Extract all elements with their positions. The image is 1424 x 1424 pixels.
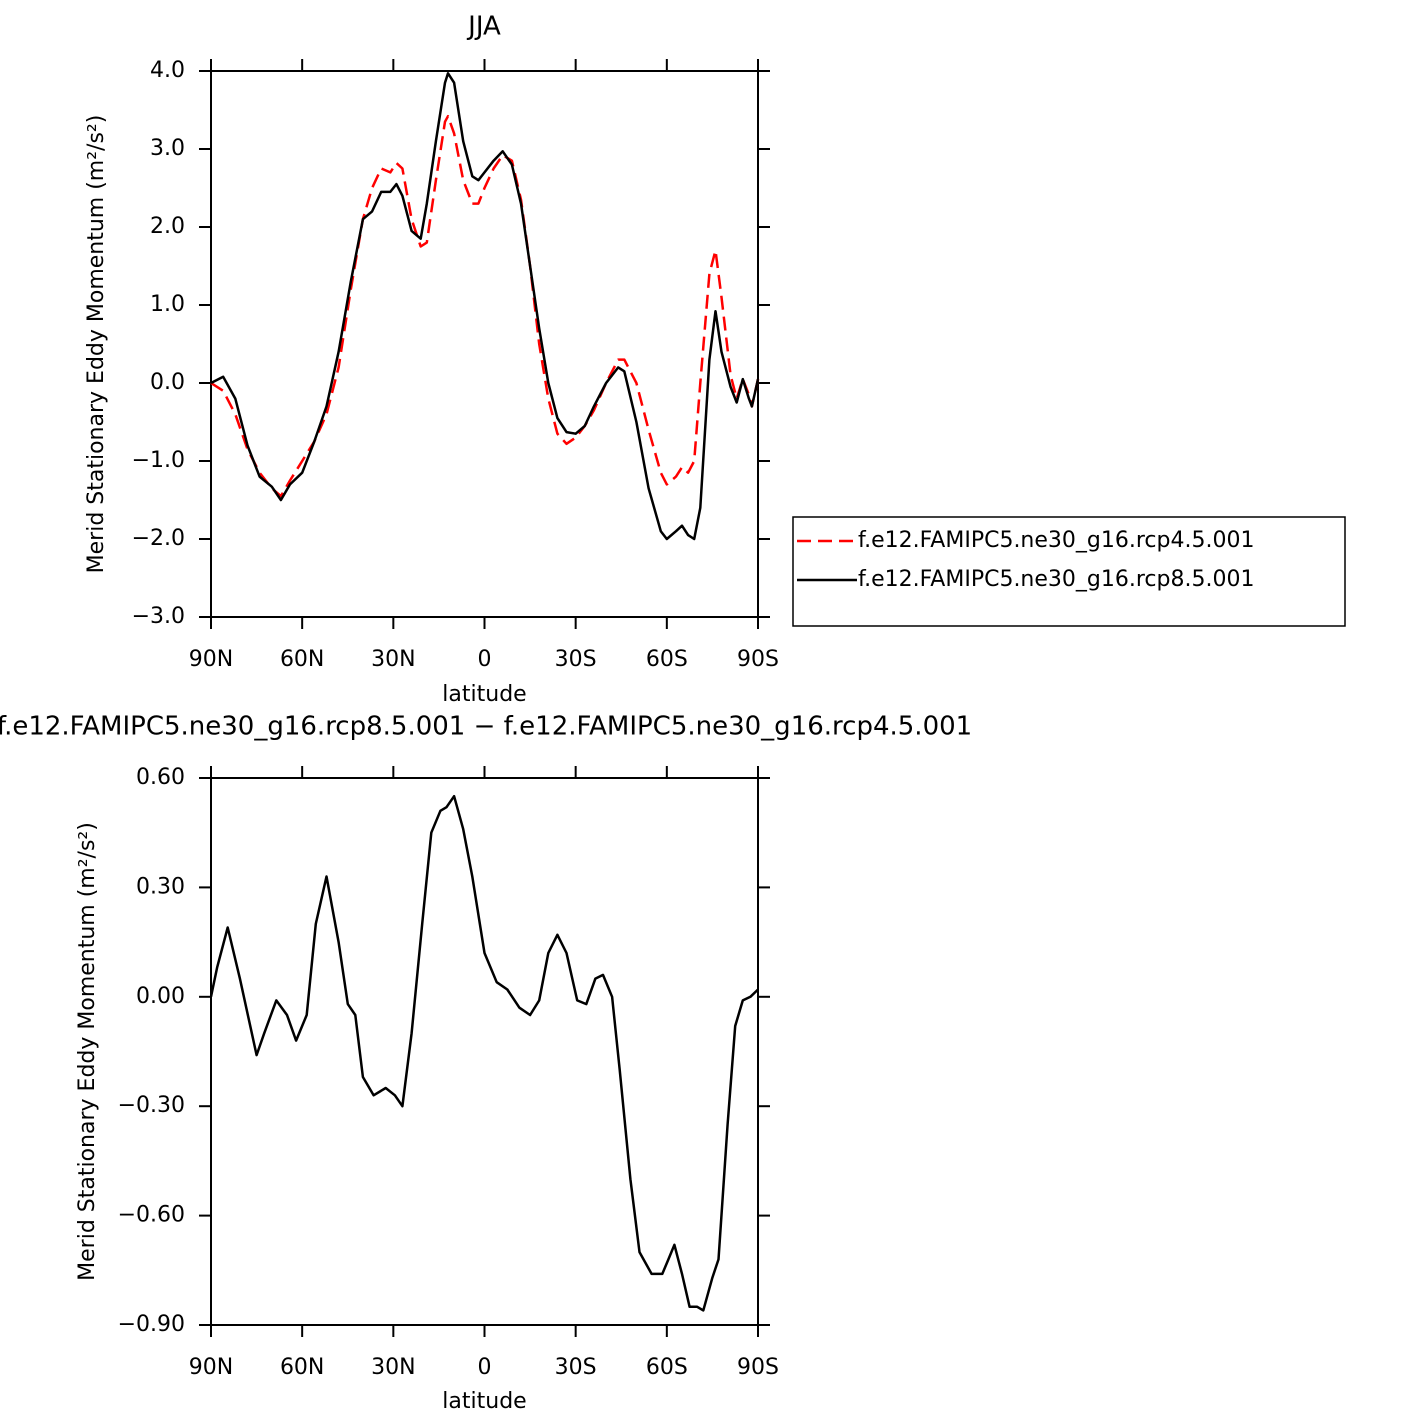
x-tick-label: 0 (478, 1355, 492, 1380)
x-tick-label: 90N (189, 1355, 233, 1380)
y-tick-label: 0.30 (136, 874, 185, 899)
y-tick-label: 1.0 (150, 292, 185, 317)
plot-frame (210, 777, 759, 1326)
x-axis-label: latitude (442, 682, 526, 707)
x-tick-label: 60S (646, 647, 688, 672)
x-tick-label: 30N (371, 647, 415, 672)
legend-label: f.e12.FAMIPC5.ne30_g16.rcp4.5.001 (858, 528, 1254, 553)
y-tick-label: 0.00 (136, 984, 185, 1009)
y-tick-label: −2.0 (132, 526, 185, 551)
data-line (210, 114, 760, 498)
x-tick-label: 90N (189, 647, 233, 672)
x-axis-label: latitude (442, 1389, 526, 1414)
y-tick-label: 2.0 (150, 214, 185, 239)
x-tick-label: 30S (555, 647, 597, 672)
x-tick-label: 30N (371, 1355, 415, 1380)
legend-box (792, 516, 1346, 627)
chart-title: f.e12.FAMIPC5.ne30_g16.rcp8.5.001 − f.e1… (0, 712, 972, 742)
y-tick-label: −0.90 (118, 1312, 185, 1337)
legend-label: f.e12.FAMIPC5.ne30_g16.rcp8.5.001 (858, 567, 1254, 592)
x-tick-label: 60N (280, 1355, 324, 1380)
y-tick-label: −1.0 (132, 448, 185, 473)
x-tick-label: 90S (737, 1355, 779, 1380)
y-tick-label: −0.60 (118, 1203, 185, 1228)
y-tick-label: −3.0 (132, 604, 185, 629)
y-tick-label: 0.0 (150, 370, 185, 395)
x-tick-label: 90S (737, 647, 779, 672)
y-tick-label: 4.0 (150, 58, 185, 83)
data-line (210, 72, 760, 541)
y-axis-label: Merid Stationary Eddy Momentum (m²/s²) (84, 115, 109, 574)
y-tick-label: −0.30 (118, 1093, 185, 1118)
y-tick-label: 3.0 (150, 136, 185, 161)
x-tick-label: 0 (478, 647, 492, 672)
y-axis-label: Merid Stationary Eddy Momentum (m²/s²) (75, 822, 100, 1281)
x-tick-label: 60S (646, 1355, 688, 1380)
x-tick-label: 60N (280, 647, 324, 672)
chart-title: JJA (466, 12, 501, 42)
x-tick-label: 30S (555, 1355, 597, 1380)
data-line (209, 794, 759, 1312)
y-tick-label: 0.60 (136, 765, 185, 790)
plot-frame (210, 70, 759, 618)
